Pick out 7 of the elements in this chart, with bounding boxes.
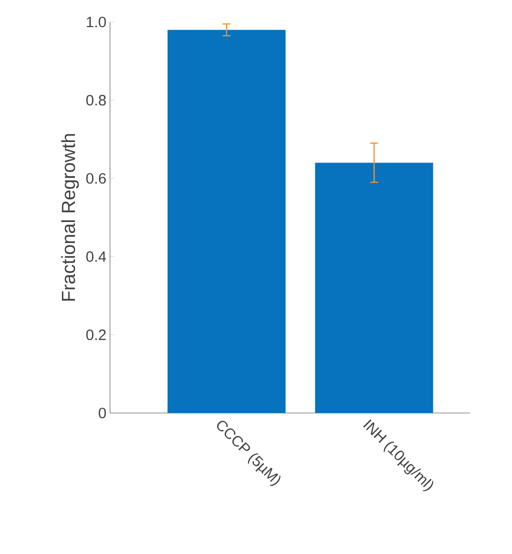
y-tick-label: 0.6 — [86, 173, 106, 184]
y-axis-title: Fractional Regrowth — [61, 134, 79, 301]
y-tick-label: 0.2 — [86, 330, 106, 340]
y-tick-label: 0.8 — [86, 94, 106, 106]
y-tick-label: 1.0 — [86, 16, 106, 28]
y-tick-label: 0.4 — [86, 251, 106, 262]
y-tick-label: 0 — [98, 408, 106, 418]
